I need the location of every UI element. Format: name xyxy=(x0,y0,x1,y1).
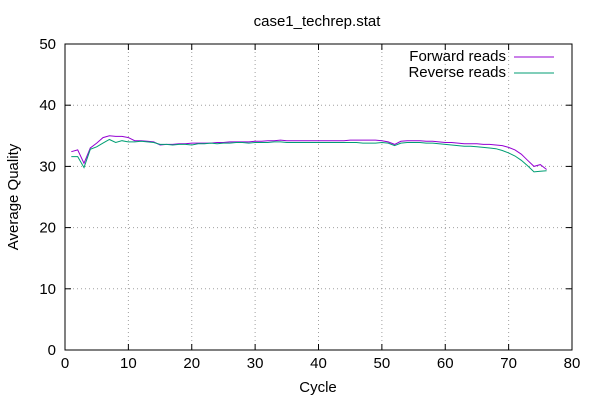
series-lines xyxy=(71,135,547,173)
legend-label-reverse: Reverse reads xyxy=(408,64,506,81)
y-tick-label: 50 xyxy=(39,36,56,53)
x-tick-label: 50 xyxy=(374,355,391,372)
x-tick-label: 30 xyxy=(247,355,264,372)
y-axis-label: Average Quality xyxy=(5,143,22,250)
x-tick-label: 20 xyxy=(183,355,200,372)
series-line-reverse xyxy=(71,138,547,173)
grid-lines xyxy=(65,44,572,350)
x-tick-label: 40 xyxy=(310,355,327,372)
x-tick-label: 80 xyxy=(564,355,581,372)
axis-ticks: 0 10 20 30 40 50 60 70 80 0 10 20 30 40 50 xyxy=(39,36,580,372)
legend-label-forward: Forward reads xyxy=(409,48,506,65)
x-tick-label: 0 xyxy=(61,355,69,372)
y-tick-label: 0 xyxy=(48,342,56,359)
x-tick-label: 10 xyxy=(120,355,137,372)
y-tick-label: 30 xyxy=(39,158,56,175)
y-tick-label: 40 xyxy=(39,97,56,114)
y-tick-label: 10 xyxy=(39,281,56,298)
x-tick-label: 60 xyxy=(437,355,454,372)
legend: Forward reads Reverse reads xyxy=(408,48,554,81)
x-axis-label: Cycle xyxy=(299,379,337,396)
series-line-forward xyxy=(71,135,547,170)
x-tick-label: 70 xyxy=(500,355,517,372)
y-tick-label: 20 xyxy=(39,220,56,237)
chart-title: case1_techrep.stat xyxy=(254,13,382,30)
plot-frame xyxy=(64,43,573,351)
